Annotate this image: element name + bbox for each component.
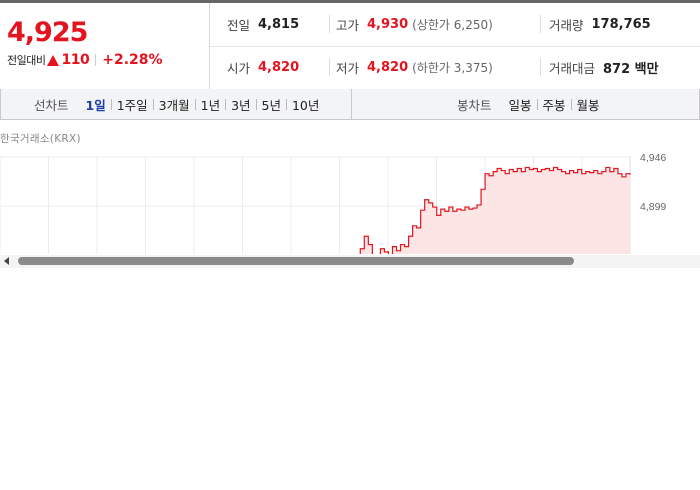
- stat-volume: 거래량 178,765: [549, 3, 651, 46]
- open-value: 4,820: [258, 60, 300, 75]
- stat-divider: [329, 15, 330, 33]
- tab-separator: [285, 98, 287, 110]
- scroll-left-icon[interactable]: [4, 257, 9, 265]
- top-border: [0, 0, 700, 3]
- price-line: [359, 166, 631, 254]
- up-triangle-icon: [47, 54, 60, 66]
- low-label: 저가: [336, 61, 360, 76]
- tab-separator: [536, 98, 538, 110]
- chart-scrollbar[interactable]: [0, 255, 700, 268]
- period-tab-3y[interactable]: 3년: [231, 97, 251, 113]
- volume-value: 178,765: [591, 17, 651, 32]
- period-tab-1d[interactable]: 1일: [85, 97, 106, 113]
- stats-row-2: 시가 4,820 저가 4,820 (하한가 3,375) 거래대금 872 백…: [210, 46, 700, 89]
- open-label: 시가: [227, 61, 251, 76]
- change-label: 전일대비: [7, 54, 46, 67]
- tab-separator: [225, 98, 227, 110]
- period-tab-1y[interactable]: 1년: [200, 97, 221, 113]
- price-area: [316, 167, 630, 254]
- y-tick-label: 4,946: [640, 152, 666, 164]
- period-tab-3m[interactable]: 3개월: [158, 97, 190, 113]
- current-price: 4,925: [7, 17, 88, 48]
- price-box: 4,925 전일대비 110 +2.28%: [0, 3, 210, 89]
- stat-prev-close: 전일 4,815: [227, 3, 299, 46]
- prev-close-value: 4,815: [258, 17, 300, 32]
- change-separator: [95, 54, 97, 66]
- change-row: 전일대비 110 +2.28%: [7, 52, 163, 68]
- tab-separator: [194, 98, 196, 110]
- period-tab-5y[interactable]: 5년: [261, 97, 281, 113]
- amount-value: 872 백만: [603, 62, 659, 77]
- prev-close-label: 전일: [227, 18, 251, 33]
- price-chart: 4,946 4,899: [0, 150, 700, 254]
- candle-tab-weekly[interactable]: 주봉: [542, 97, 566, 113]
- candle-chart-title: 봉차트: [457, 97, 492, 113]
- stat-divider: [329, 58, 330, 76]
- y-tick-label: 4,899: [640, 201, 666, 213]
- volume-label: 거래량: [549, 18, 584, 33]
- line-chart-title: 선차트: [34, 97, 69, 113]
- stat-amount: 거래대금 872 백만: [549, 46, 659, 89]
- quote-panel: 4,925 전일대비 110 +2.28% 전일 4,815 고가 4,930 …: [0, 3, 700, 90]
- candle-tab-daily[interactable]: 일봉: [508, 97, 532, 113]
- change-percent: +2.28%: [102, 52, 163, 68]
- upper-limit: (상한가 6,250): [412, 18, 493, 32]
- tab-separator: [110, 98, 112, 110]
- change-amount: 110: [61, 52, 90, 68]
- chart-svg: 4,946 4,899: [0, 152, 666, 254]
- lower-limit: (하한가 3,375): [412, 61, 493, 75]
- stat-low: 저가 4,820 (하한가 3,375): [336, 46, 493, 89]
- tab-separator: [255, 98, 257, 110]
- high-label: 고가: [336, 18, 360, 33]
- scroll-thumb[interactable]: [18, 257, 574, 265]
- candle-chart-periods: 봉차트 일봉 주봉 월봉: [352, 89, 699, 119]
- tab-separator: [152, 98, 154, 110]
- low-value: 4,820: [367, 60, 409, 75]
- stat-divider: [540, 15, 541, 33]
- amount-label: 거래대금: [549, 61, 596, 76]
- line-chart-periods: 선차트 1일 1주일 3개월 1년 3년 5년 10년: [1, 89, 352, 119]
- stat-open: 시가 4,820: [227, 46, 299, 89]
- high-value: 4,930: [367, 17, 409, 32]
- stats-row-1: 전일 4,815 고가 4,930 (상한가 6,250) 거래량 178,76…: [210, 3, 700, 47]
- candle-tab-monthly[interactable]: 월봉: [576, 97, 600, 113]
- period-tab-1w[interactable]: 1주일: [116, 97, 148, 113]
- stat-divider: [540, 58, 541, 76]
- chart-toolbar: 선차트 1일 1주일 3개월 1년 3년 5년 10년 봉차트 일봉 주봉 월봉: [0, 89, 700, 120]
- data-source: 한국거래소(KRX): [0, 133, 81, 145]
- stat-high: 고가 4,930 (상한가 6,250): [336, 3, 493, 46]
- period-tab-10y[interactable]: 10년: [291, 97, 320, 113]
- tab-separator: [570, 98, 572, 110]
- quote-stats: 전일 4,815 고가 4,930 (상한가 6,250) 거래량 178,76…: [210, 3, 700, 89]
